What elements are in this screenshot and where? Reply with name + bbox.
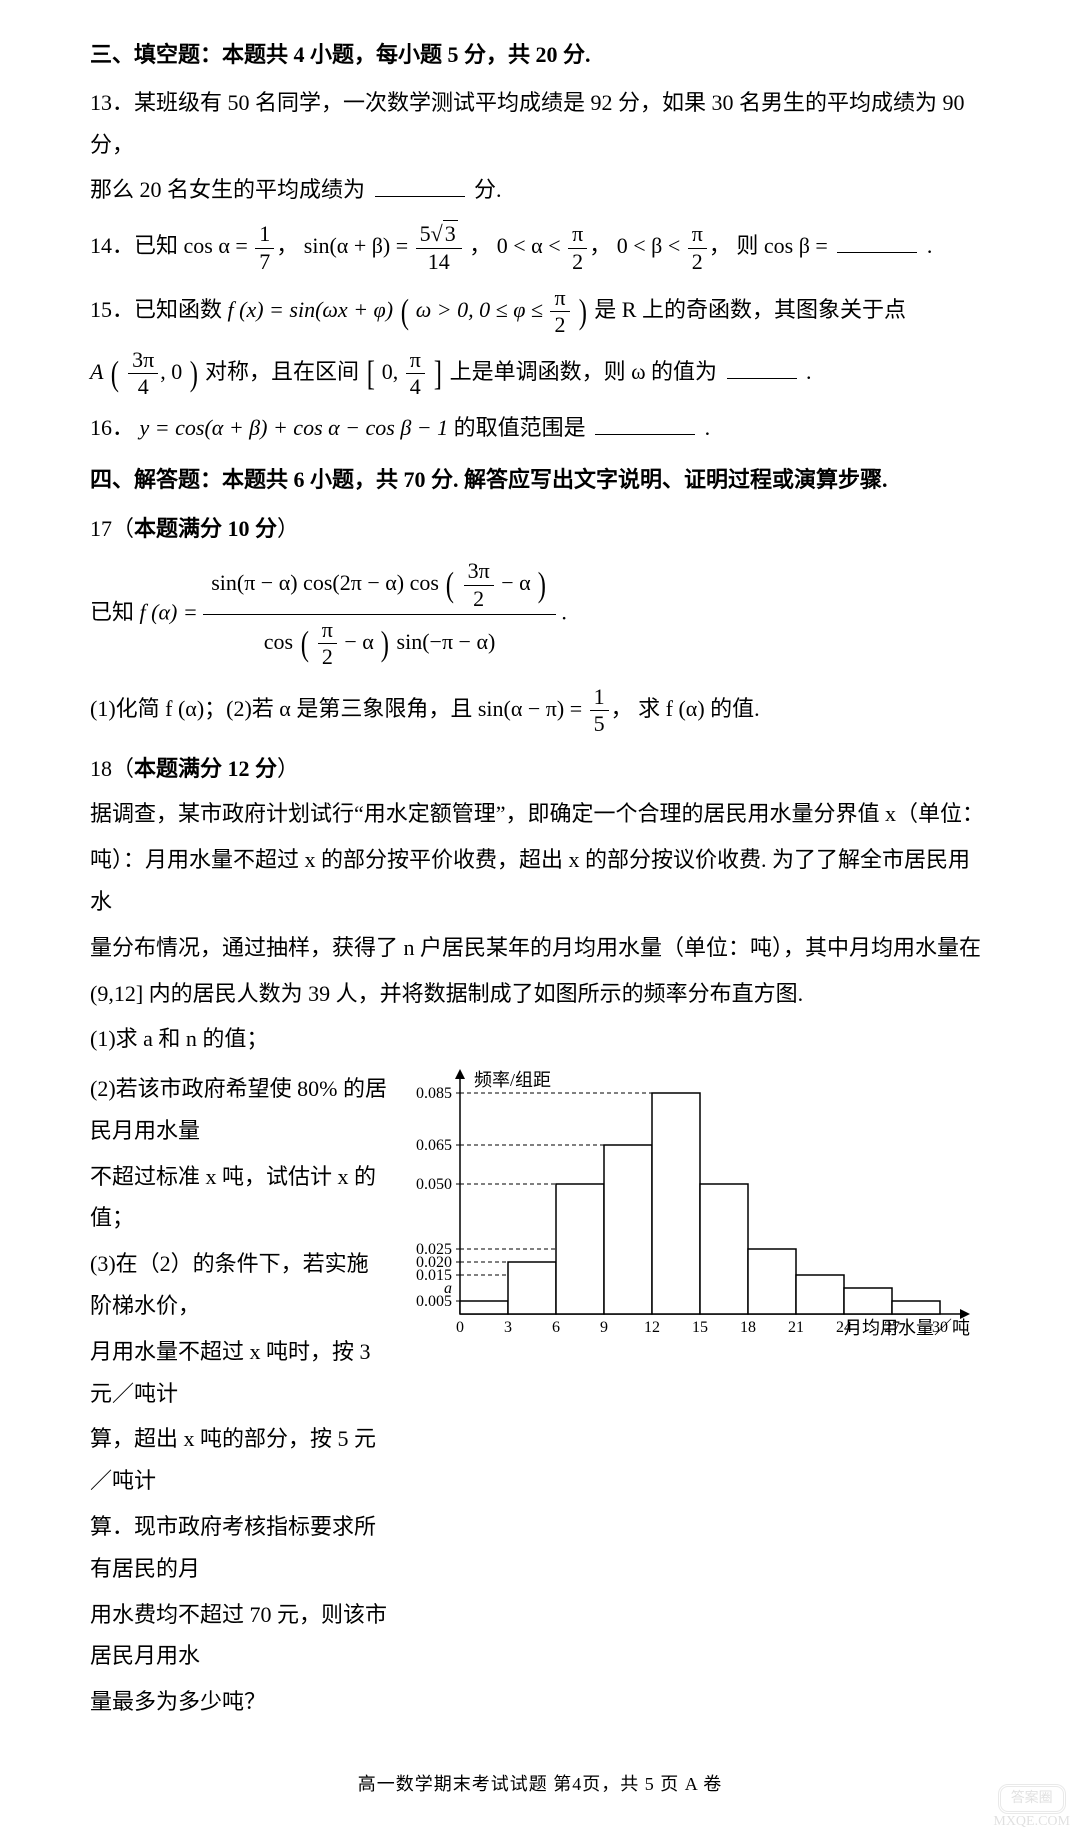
q18-l3b: 月用水量不超过 x 吨时，按 3 元／吨计 — [90, 1331, 390, 1415]
q15-line1: 15．已知函数 f (x) = sin(ωx + φ) ( ω > 0, 0 ≤… — [90, 281, 990, 339]
q18-l3e: 用水费均不超过 70 元，则该市居民月用水 — [90, 1594, 390, 1678]
svg-text:月均用水量／吨: 月均用水量／吨 — [844, 1318, 970, 1338]
q16: 16． y = cos(α + β) + cos α − cos β − 1 的… — [90, 407, 990, 449]
q18-l3d: 算．现市政府考核指标要求所有居民的月 — [90, 1506, 390, 1590]
svg-text:0.065: 0.065 — [416, 1137, 452, 1154]
q14-cos-lhs: cos α = — [184, 233, 248, 258]
q17-big-frac: sin(π − α) cos(2π − α) cos ( 3π2 − α ) c… — [203, 556, 556, 673]
q15-Alp: ( — [111, 356, 119, 391]
q15-tail: 是 R 上的奇函数，其图象关于点 — [594, 297, 906, 322]
q15-rbr: ] — [434, 356, 442, 391]
q18-chart: 0.0050.0150.0200.0250.0500.0650.085a0369… — [400, 1064, 990, 1358]
svg-text:18: 18 — [740, 1319, 756, 1336]
q15-c: 上是单调函数，则 ω 的值为 — [450, 359, 717, 384]
q13-text-a: 13．某班级有 50 名同学，一次数学测试平均成绩是 92 分，如果 30 名男… — [90, 90, 965, 157]
q18-head-text: 18（本题满分 12 分） — [90, 756, 299, 781]
svg-text:12: 12 — [644, 1319, 660, 1336]
q13-text-c: 分. — [474, 177, 502, 202]
q16-b: 的取值范围是 — [454, 415, 586, 440]
q15-period: . — [806, 359, 812, 384]
watermark: 答案圈 MXQE.COM — [993, 1784, 1070, 1832]
q15-lparen: ( — [400, 294, 408, 329]
q17-head: 17（本题满分 10 分） — [90, 508, 990, 550]
q15-cond: ω > 0, 0 ≤ φ ≤ — [416, 297, 543, 322]
watermark-l1: 答案圈 — [1011, 1791, 1053, 1806]
svg-text:21: 21 — [788, 1319, 804, 1336]
q15-Arp: ) — [190, 356, 198, 391]
q13-blank — [375, 172, 465, 197]
q16-blank — [595, 410, 695, 435]
q17-given: 已知 — [90, 599, 140, 624]
svg-text:6: 6 — [552, 1319, 560, 1336]
q13-text-b: 那么 20 名女生的平均成绩为 — [90, 177, 365, 202]
section-4-header: 四、解答题：本题共 6 小题，共 70 分. 解答应写出文字说明、证明过程或演算… — [90, 459, 990, 501]
svg-text:15: 15 — [692, 1319, 708, 1336]
q14-sin-lhs: sin(α + β) = — [304, 233, 408, 258]
q17-parts-b: 求 f (α) 的值. — [638, 696, 760, 721]
q14-blank — [837, 228, 917, 253]
q14-then: 则 cos β = — [736, 233, 827, 258]
q17-parts-a: (1)化简 f (α)；(2)若 α 是第三象限角，且 sin(α − π) = — [90, 696, 582, 721]
svg-text:9: 9 — [600, 1319, 608, 1336]
q13: 13．某班级有 50 名同学，一次数学测试平均成绩是 92 分，如果 30 名男… — [90, 82, 990, 166]
q18-l3f: 量最多为多少吨？ — [90, 1681, 390, 1723]
svg-text:a: a — [444, 1280, 452, 1297]
q18-l1: (1)求 a 和 n 的值； — [90, 1018, 990, 1060]
q15-f: f (x) = sin(ωx + φ) — [228, 297, 394, 322]
q18-p3: 量分布情况，通过抽样，获得了 n 户居民某年的月均用水量（单位：吨），其中月均用… — [90, 927, 990, 969]
q17-num-a: sin(π − α) cos(2π − α) cos — [211, 570, 439, 595]
q17-den-a: cos — [264, 629, 293, 654]
q16-expr: y = cos(α + β) + cos α − cos β − 1 — [140, 415, 449, 440]
q16-period: . — [705, 415, 711, 440]
q14-frac-1-7: 17 — [255, 221, 274, 275]
q18-p1: 据调查，某市政府计划试行“用水定额管理”，即确定一个合理的居民用水量分界值 x（… — [90, 793, 990, 835]
q18-p2: 吨）：月用水量不超过 x 的部分按平价收费，超出 x 的部分按议价收费. 为了了… — [90, 839, 990, 923]
q15-A: A — [90, 359, 103, 384]
svg-text:0.050: 0.050 — [416, 1176, 452, 1193]
q17-fa: f (α) = — [140, 599, 198, 624]
q18-l2b: 不超过标准 x 吨，试估计 x 的值； — [90, 1156, 390, 1240]
q14-frac-pi2-b: π2 — [688, 221, 707, 275]
svg-text:频率/组距: 频率/组距 — [474, 1070, 551, 1090]
q17-expr: 已知 f (α) = sin(π − α) cos(2π − α) cos ( … — [90, 556, 990, 673]
q15-blank — [727, 354, 797, 379]
q16-a: 16． — [90, 415, 134, 440]
section-3-header: 三、填空题：本题共 4 小题，每小题 5 分，共 20 分. — [90, 34, 990, 76]
q14: 14．已知 cos α = 17， sin(α + β) = 5√314 // … — [90, 217, 990, 275]
q17-head-text: 17（本题满分 10 分） — [90, 516, 299, 541]
page-footer: 高一数学期末考试试题 第4页，共 5 页 A 卷 — [90, 1767, 990, 1801]
histogram-svg: 0.0050.0150.0200.0250.0500.0650.085a0369… — [400, 1064, 980, 1344]
svg-text:3: 3 — [504, 1319, 512, 1336]
q15-a: 15．已知函数 — [90, 297, 228, 322]
q15-lbr: [ — [366, 356, 374, 391]
q18-head: 18（本题满分 12 分） — [90, 748, 990, 790]
q14-period: . — [927, 233, 933, 258]
q18-left-col: (2)若该市政府希望使 80% 的居民月用水量 不超过标准 x 吨，试估计 x … — [90, 1064, 390, 1727]
q14-cond1: 0 < α < — [497, 233, 561, 258]
q18-body: (2)若该市政府希望使 80% 的居民月用水量 不超过标准 x 吨，试估计 x … — [90, 1064, 990, 1727]
q14-frac-5r3-14: 5√314 — [416, 221, 462, 275]
q18-l3c: 算，超出 x 吨的部分，按 5 元／吨计 — [90, 1418, 390, 1502]
q18-l3a: (3)在（2）的条件下，若实施阶梯水价， — [90, 1243, 390, 1327]
q14-frac-pi2-a: π2 — [568, 221, 587, 275]
q15-A-frac: 3π4 — [128, 347, 158, 401]
q18-p4: (9,12] 内的居民人数为 39 人，并将数据制成了如图所示的频率分布直方图. — [90, 973, 990, 1015]
svg-text:0.085: 0.085 — [416, 1085, 452, 1102]
q15-frac-pi2: π2 — [550, 285, 569, 339]
q14-lead: 14．已知 — [90, 233, 184, 258]
q15-b: 对称，且在区间 — [205, 359, 359, 384]
svg-text:0.025: 0.025 — [416, 1241, 452, 1258]
q17-den-b: sin(−π − α) — [397, 629, 496, 654]
q15-int-frac: π4 — [406, 347, 425, 401]
q17-1-5: 15 — [590, 684, 609, 738]
svg-text:0: 0 — [456, 1319, 464, 1336]
q15-line2: A ( 3π4, 0 ) 对称，且在区间 [ 0, π4 ] 上是单调函数，则 … — [90, 343, 990, 401]
q18-l2a: (2)若该市政府希望使 80% 的居民月用水量 — [90, 1068, 390, 1152]
q14-cond2: 0 < β < — [617, 233, 681, 258]
watermark-l2: MXQE.COM — [993, 1814, 1070, 1831]
q15-rparen: ) — [579, 294, 587, 329]
q13-line2: 那么 20 名女生的平均成绩为 分. — [90, 169, 990, 211]
q17-parts: (1)化简 f (α)；(2)若 α 是第三象限角，且 sin(α − π) =… — [90, 683, 990, 738]
